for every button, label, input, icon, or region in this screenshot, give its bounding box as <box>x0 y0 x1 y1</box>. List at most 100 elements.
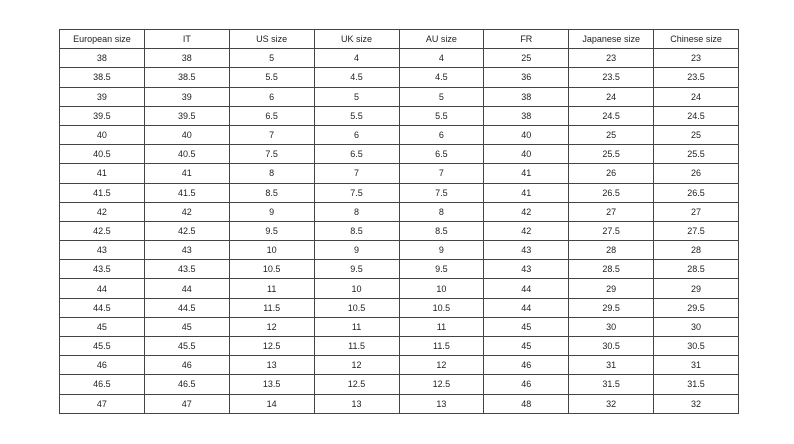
table-cell: 25.5 <box>568 144 655 165</box>
table-cell: 44.5 <box>59 297 145 318</box>
table-cell: 38 <box>143 48 230 69</box>
table-row: 41 41 8 7 7 41 26 26 <box>59 163 739 184</box>
table-row: 43.5 43.5 10.5 9.5 9.5 43 28.5 28.5 <box>59 259 739 280</box>
table-cell: 11 <box>398 316 485 338</box>
table-cell: 12.5 <box>228 335 315 357</box>
table-cell: 41.5 <box>59 182 145 203</box>
table-cell: 23.5 <box>653 67 739 88</box>
table-row: 47 47 14 13 13 48 32 32 <box>59 393 739 414</box>
table-cell: 41 <box>59 163 145 184</box>
table-cell: 30 <box>568 316 655 338</box>
table-cell: 26 <box>568 163 655 184</box>
table-cell: 46 <box>483 374 570 395</box>
table-cell: 45 <box>483 316 570 338</box>
table-cell: 43.5 <box>59 259 145 280</box>
table-row: 43 43 10 9 9 43 28 28 <box>59 240 739 261</box>
table-cell: 6.5 <box>313 144 400 165</box>
table-cell: 38 <box>59 48 145 69</box>
table-cell: 6.5 <box>398 144 485 165</box>
table-cell: 6 <box>398 124 485 146</box>
column-header: IT <box>143 28 230 50</box>
table-cell: 41 <box>143 163 230 184</box>
table-cell: 43 <box>483 240 570 261</box>
column-header: European size <box>59 28 145 50</box>
table-cell: 45 <box>143 316 230 338</box>
table-cell: 8 <box>228 163 315 184</box>
table-row: 46 46 13 12 12 46 31 31 <box>59 355 739 376</box>
table-cell: 9 <box>228 201 315 222</box>
table-cell: 9.5 <box>313 259 400 280</box>
table-cell: 38.5 <box>143 67 230 88</box>
table-cell: 43 <box>143 240 230 261</box>
table-cell: 46 <box>143 355 230 376</box>
table-cell: 46 <box>59 355 145 376</box>
table-cell: 46.5 <box>59 374 145 395</box>
table-cell: 43 <box>59 240 145 261</box>
table-cell: 7 <box>228 124 315 146</box>
table-cell: 41 <box>483 182 570 203</box>
size-conversion-table: European size IT US size UK size AU size FR Ja… <box>59 28 739 414</box>
table-cell: 4.5 <box>398 67 485 88</box>
table-cell: 27.5 <box>568 220 655 242</box>
table-row: 38 38 5 4 4 25 23 23 <box>59 48 739 69</box>
table-cell: 25.5 <box>653 144 739 165</box>
table-cell: 41.5 <box>143 182 230 203</box>
column-header: UK size <box>313 28 400 50</box>
table-cell: 10.5 <box>313 297 400 318</box>
table-cell: 23 <box>653 48 739 69</box>
column-header: Chinese size <box>653 28 739 50</box>
table-cell: 48 <box>483 393 570 414</box>
table-cell: 9.5 <box>398 259 485 280</box>
table-cell: 25 <box>653 124 739 146</box>
table-cell: 8 <box>398 201 485 222</box>
table-cell: 36 <box>483 67 570 88</box>
table-cell: 10.5 <box>398 297 485 318</box>
table-cell: 44 <box>483 278 570 299</box>
table-cell: 11 <box>313 316 400 338</box>
column-header: Japanese size <box>568 28 655 50</box>
table-cell: 24 <box>653 86 739 107</box>
table-cell: 28 <box>653 240 739 261</box>
table-cell: 47 <box>143 393 230 414</box>
table-cell: 14 <box>228 393 315 414</box>
table-row: 42.5 42.5 9.5 8.5 8.5 42 27.5 27.5 <box>59 220 739 242</box>
table-cell: 24 <box>568 86 655 107</box>
table-cell: 5.5 <box>398 105 485 126</box>
table-cell: 8 <box>313 201 400 222</box>
table-cell: 39 <box>59 86 145 107</box>
table-cell: 24.5 <box>568 105 655 126</box>
table-cell: 46 <box>483 355 570 376</box>
table-row: 42 42 9 8 8 42 27 27 <box>59 201 739 222</box>
table-cell: 40 <box>483 144 570 165</box>
table-cell: 45.5 <box>59 335 145 357</box>
table-cell: 13 <box>313 393 400 414</box>
table-cell: 40.5 <box>59 144 145 165</box>
table-cell: 9.5 <box>228 220 315 242</box>
table-cell: 30 <box>653 316 739 338</box>
table-row: 39 39 6 5 5 38 24 24 <box>59 86 739 107</box>
table-cell: 27.5 <box>653 220 739 242</box>
table-cell: 38.5 <box>59 67 145 88</box>
table-cell: 24.5 <box>653 105 739 126</box>
table-cell: 32 <box>653 393 739 414</box>
table-cell: 4 <box>313 48 400 69</box>
table-row: 40 40 7 6 6 40 25 25 <box>59 124 739 146</box>
table-cell: 27 <box>653 201 739 222</box>
table-row: 45.5 45.5 12.5 11.5 11.5 45 30.5 30.5 <box>59 335 739 357</box>
table-cell: 44 <box>483 297 570 318</box>
header-row: European size IT US size UK size AU size FR Ja… <box>59 28 739 50</box>
table-cell: 25 <box>483 48 570 69</box>
table-cell: 11 <box>228 278 315 299</box>
table-cell: 7.5 <box>398 182 485 203</box>
table-cell: 39.5 <box>143 105 230 126</box>
table-cell: 9 <box>313 240 400 261</box>
table-cell: 7.5 <box>228 144 315 165</box>
table-cell: 6.5 <box>228 105 315 126</box>
table-cell: 4 <box>398 48 485 69</box>
table-cell: 42 <box>143 201 230 222</box>
table-cell: 45 <box>483 335 570 357</box>
table-cell: 12 <box>228 316 315 338</box>
table-cell: 30.5 <box>653 335 739 357</box>
table-cell: 44 <box>59 278 145 299</box>
table-cell: 28.5 <box>653 259 739 280</box>
